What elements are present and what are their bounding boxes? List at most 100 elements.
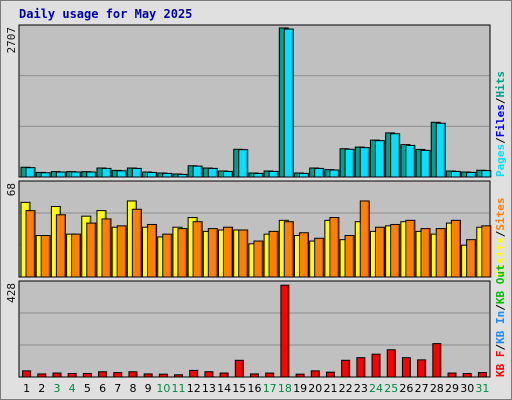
bar-pages-day-19 (298, 172, 309, 178)
bar-kb-f-day-21 (325, 371, 335, 378)
bar-pages-day-23 (359, 147, 370, 178)
bar-sites-day-4 (71, 233, 82, 278)
bar-pages-day-14 (223, 170, 234, 178)
legend-entry: / (494, 137, 507, 144)
bar-pages-day-29 (450, 170, 461, 178)
bar-kb-f-day-20 (310, 370, 320, 378)
day-label-29: 29 (445, 382, 459, 395)
legend-visits-sites: Visits/Sites (494, 198, 507, 278)
day-label-19: 19 (293, 382, 307, 395)
day-label-11: 11 (172, 382, 186, 395)
bar-sites-day-13 (207, 228, 218, 278)
bar-pages-day-8 (131, 167, 142, 178)
bar-kb-f-day-25 (386, 349, 396, 378)
bar-sites-day-11 (177, 228, 188, 278)
bar-pages-day-11 (177, 173, 188, 178)
day-label-27: 27 (415, 382, 429, 395)
bar-sites-day-30 (466, 239, 477, 278)
legend-pages-files-hits: Pages/Files/Hits (494, 71, 507, 177)
bar-kb-f-day-17 (265, 372, 275, 378)
bar-pages-day-7 (116, 170, 127, 178)
day-label-6: 6 (99, 382, 106, 395)
day-labels: 1 2 3 4 5 6 7 8 9 10 11 12 13 14 15 16 17 18 19 20 21 22 23 24 2… (23, 382, 489, 395)
day-label-9: 9 (145, 382, 152, 395)
legend-entry: Hits (494, 71, 507, 98)
bar-sites-day-31 (481, 225, 492, 278)
day-label-4: 4 (69, 382, 76, 395)
bar-sites-day-2 (40, 235, 51, 278)
bar-sites-day-19 (298, 232, 309, 278)
bar-kb-f-day-29 (447, 372, 457, 378)
legend-entry: / (494, 97, 507, 104)
bar-kb-f-day-11 (174, 374, 184, 378)
bar-pages-day-20 (314, 167, 325, 178)
legend-entry: KB Out (494, 264, 507, 304)
bar-sites-day-18 (283, 221, 294, 278)
bar-pages-day-6 (101, 167, 112, 178)
bar-kb-f-day-3 (52, 372, 62, 378)
bar-sites-day-29 (450, 219, 461, 278)
bar-kb-f-day-9 (143, 373, 153, 378)
bar-sites-day-1 (25, 210, 36, 278)
bar-pages-day-16 (253, 172, 264, 178)
day-label-14: 14 (217, 382, 231, 395)
legend-entry: / (494, 304, 507, 311)
day-label-12: 12 (187, 382, 201, 395)
chart-panels (18, 24, 491, 378)
bar-pages-day-10 (162, 172, 173, 178)
legend-entry: Pages (494, 144, 507, 177)
bar-kb-f-day-7 (113, 372, 123, 378)
legend-entry: Sites (494, 198, 507, 231)
bar-kb-f-day-26 (401, 357, 411, 378)
day-label-28: 28 (430, 382, 444, 395)
bar-kb-f-day-28 (432, 343, 442, 378)
bar-pages-day-3 (55, 171, 66, 178)
day-label-30: 30 (460, 382, 474, 395)
day-label-25: 25 (384, 382, 398, 395)
bar-pages-day-26 (405, 144, 416, 178)
day-label-22: 22 (339, 382, 353, 395)
bar-sites-day-3 (55, 214, 66, 278)
day-label-24: 24 (369, 382, 383, 395)
y-max-label-pages-files-hits: 2707 (5, 27, 18, 54)
bar-sites-day-21 (329, 217, 340, 278)
bar-pages-day-15 (238, 149, 249, 178)
day-label-23: 23 (354, 382, 368, 395)
chart-bars (20, 27, 492, 378)
bar-kb-f-day-16 (250, 373, 259, 378)
bar-pages-day-4 (71, 171, 82, 178)
bar-sites-day-12 (192, 221, 203, 278)
bar-sites-day-25 (390, 223, 401, 278)
bar-sites-day-6 (101, 218, 112, 278)
y-max-label-kbytes: 428 (5, 283, 18, 303)
bar-kb-f-day-31 (477, 372, 487, 378)
day-label-2: 2 (38, 382, 45, 395)
bar-pages-day-17 (268, 170, 279, 178)
y-max-label-visits-sites: 68 (5, 183, 18, 196)
legend-entry: Visits (494, 237, 507, 277)
bar-kb-f-day-19 (295, 373, 305, 378)
bar-kb-f-day-5 (82, 372, 92, 378)
day-label-21: 21 (323, 382, 337, 395)
chart-title: Daily usage for May 2025 (19, 7, 193, 21)
bar-kb-f-day-24 (371, 353, 381, 378)
bar-kb-f-day-1 (22, 370, 32, 378)
bar-kb-f-day-14 (219, 372, 229, 378)
bar-kb-f-day-2 (37, 373, 47, 378)
bar-kb-f-day-10 (158, 373, 168, 378)
legend-entry: / (494, 344, 507, 351)
day-label-26: 26 (399, 382, 413, 395)
legend-kbytes: KB F/KB In/KB Out (494, 264, 507, 377)
bar-pages-day-9 (147, 171, 158, 178)
bar-kb-f-day-4 (67, 372, 77, 378)
bar-pages-day-24 (374, 140, 385, 178)
legend-entry: / (494, 230, 507, 237)
bar-pages-day-2 (40, 172, 51, 178)
bar-sites-day-24 (374, 226, 385, 278)
bar-sites-day-14 (223, 226, 234, 278)
day-label-31: 31 (475, 382, 489, 395)
bar-sites-day-17 (268, 230, 279, 278)
bar-sites-day-23 (359, 200, 370, 278)
